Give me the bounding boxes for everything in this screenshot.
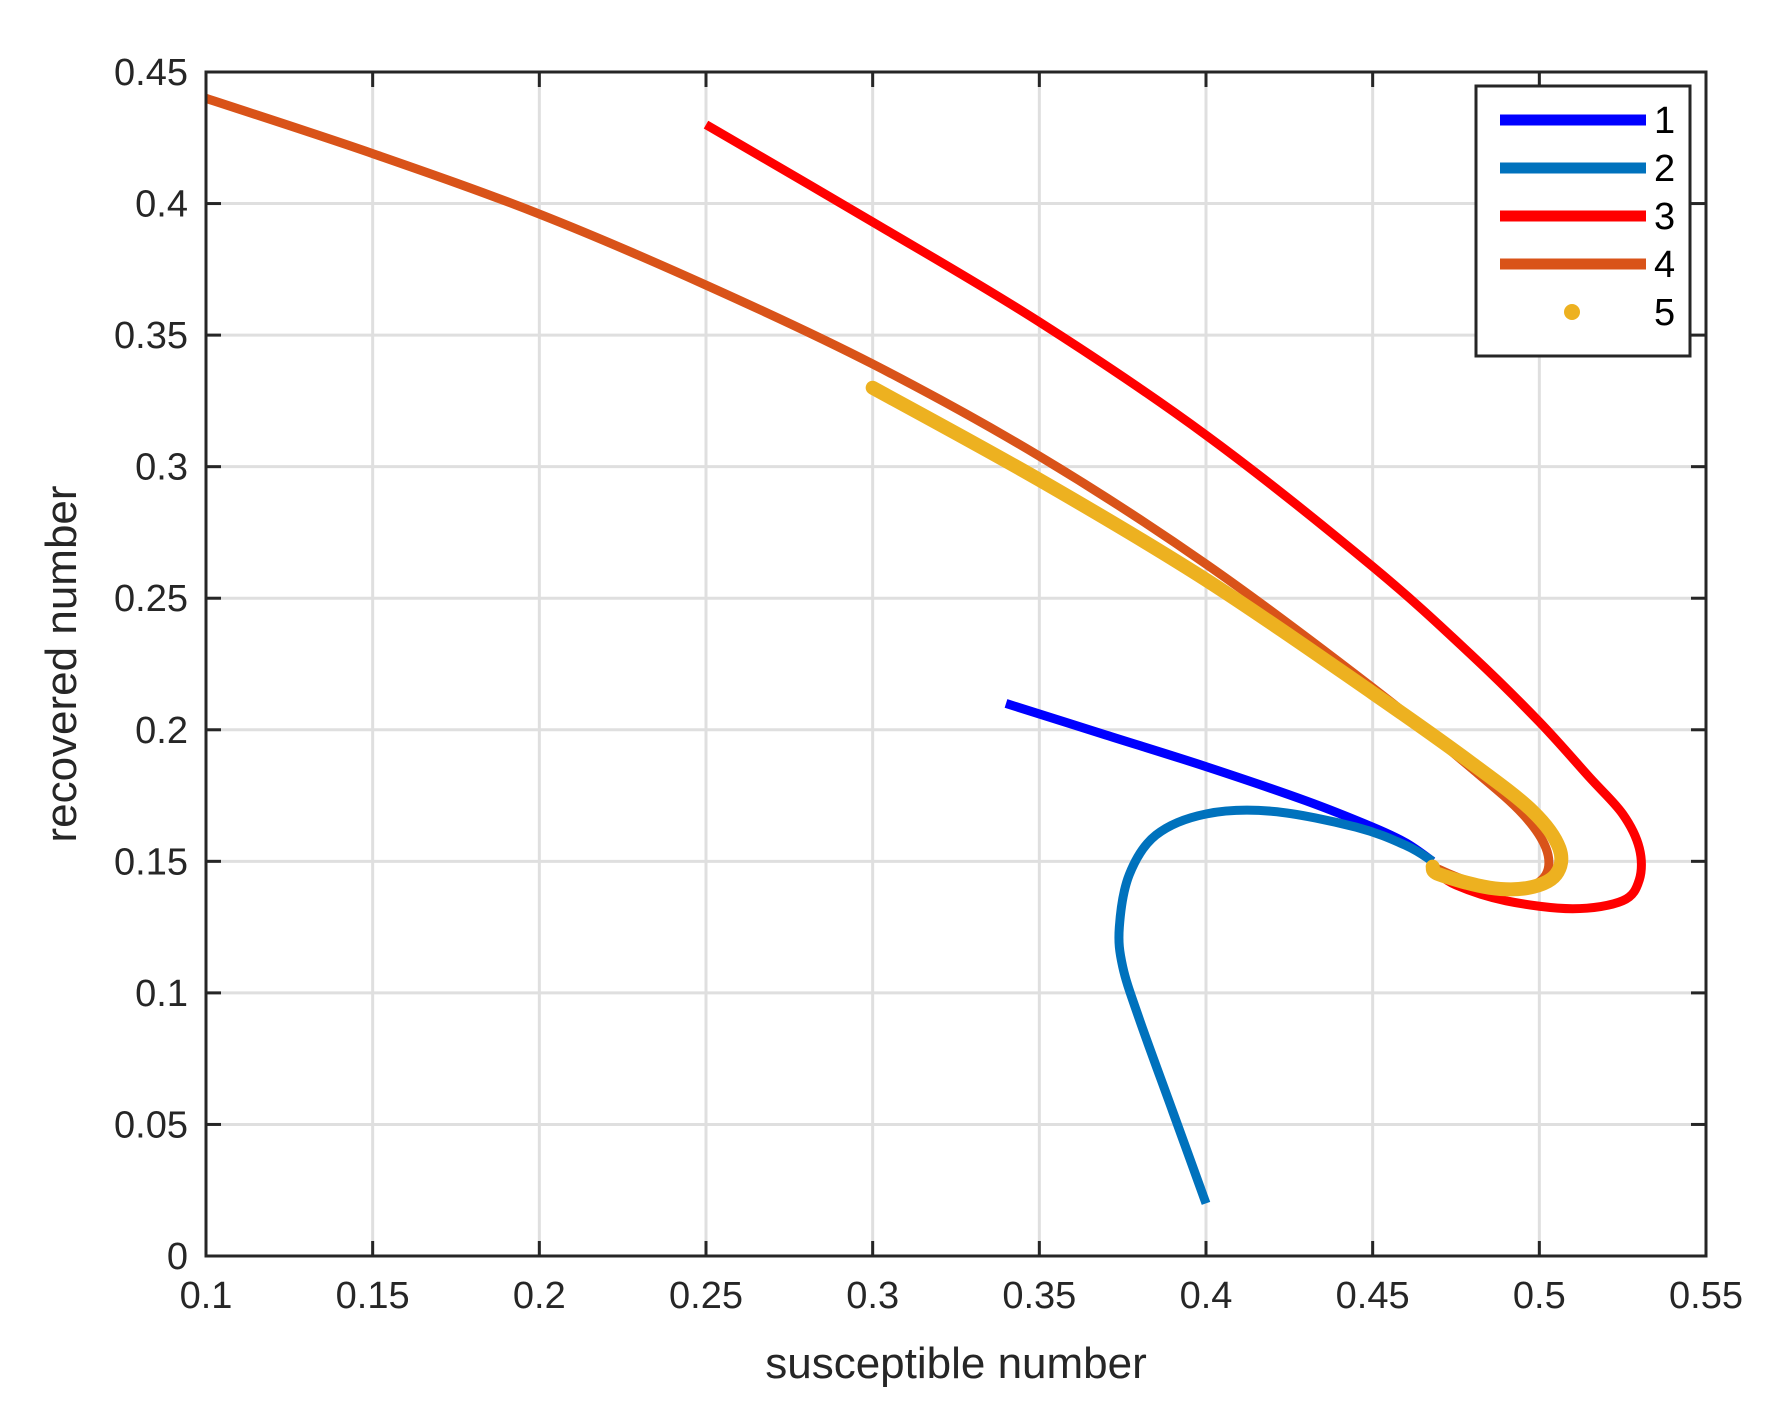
legend-label-4: 4 (1654, 244, 1675, 286)
series-3-line (703, 120, 1646, 914)
legend-marker-5 (1564, 304, 1580, 320)
x-tick-label: 0.2 (513, 1275, 566, 1317)
y-tick-label: 0.1 (135, 973, 188, 1015)
series-2-line (1114, 805, 1436, 1205)
ticks (204, 70, 1708, 1258)
x-tick-label: 0.45 (1336, 1275, 1410, 1317)
series-4-line (204, 94, 1554, 893)
y-tick-label: 0.4 (135, 184, 188, 226)
plot-frame (204, 70, 1708, 1258)
y-tick-label: 0.2 (135, 710, 188, 752)
y-axis-label: recovered number (37, 485, 86, 842)
x-tick-label: 0.4 (1180, 1275, 1233, 1317)
y-tick-label: 0 (167, 1236, 188, 1278)
legend-label-5: 5 (1654, 292, 1675, 334)
y-tick-label: 0.45 (114, 52, 188, 94)
y-tick-label: 0.25 (114, 578, 188, 620)
y-tick-label: 0.35 (114, 315, 188, 357)
series-5-line (865, 380, 1569, 897)
y-tick-label: 0.15 (114, 841, 188, 883)
legend-label-3: 3 (1654, 196, 1675, 238)
legend: 1 2 3 4 5 (1474, 84, 1692, 358)
legend-label-1: 1 (1654, 100, 1675, 142)
series-group (204, 94, 1646, 1205)
x-tick-label: 0.15 (336, 1275, 410, 1317)
x-tick-label: 0.5 (1513, 1275, 1566, 1317)
tick-labels: 0.1 0.15 0.2 0.25 0.3 0.35 0.4 0.45 0.5 0.5500.05… (114, 52, 1743, 1317)
x-tick-label: 0.3 (846, 1275, 899, 1317)
x-tick-label: 0.35 (1002, 1275, 1076, 1317)
y-tick-label: 0.3 (135, 447, 188, 489)
x-tick-label: 0.1 (180, 1275, 233, 1317)
legend-label-2: 2 (1654, 148, 1675, 190)
y-tick-label: 0.05 (114, 1104, 188, 1146)
x-tick-label: 0.25 (669, 1275, 743, 1317)
x-axis-label: susceptible number (765, 1339, 1147, 1388)
x-tick-label: 0.55 (1669, 1275, 1743, 1317)
